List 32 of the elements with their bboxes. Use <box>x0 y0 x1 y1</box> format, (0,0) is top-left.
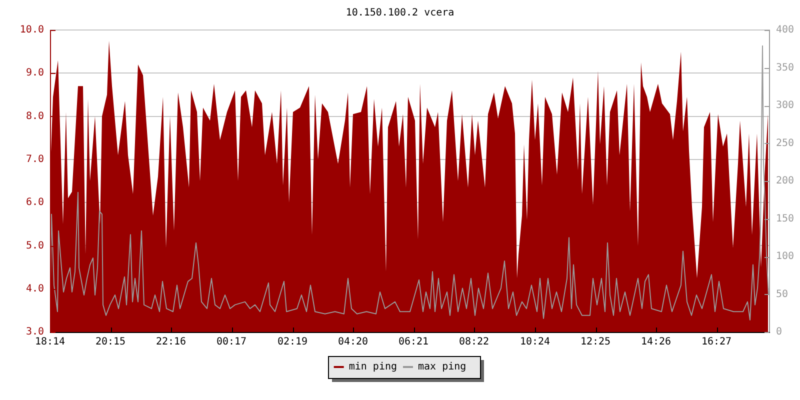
x-tick-label: 12:25 <box>580 336 611 348</box>
x-tick-label: 02:19 <box>277 336 308 348</box>
y-tick-label: 6.0 <box>26 197 44 208</box>
x-tick-label: 10:24 <box>520 336 550 348</box>
y-tick-label: 3.0 <box>26 326 44 338</box>
y2-tick-label: 50 <box>776 288 788 300</box>
x-tick-label: 16:27 <box>701 336 732 348</box>
y2-tick-label: 200 <box>776 176 794 187</box>
x-tick-label: 20:15 <box>95 336 126 348</box>
y-tick-label: 10.0 <box>20 24 44 36</box>
y-tick-label: 5.0 <box>26 240 44 252</box>
y2-tick-label: 150 <box>776 213 794 224</box>
x-tick-label: 18:14 <box>34 336 66 348</box>
y-tick-label: 8.0 <box>26 110 44 122</box>
y-tick-label: 7.0 <box>26 154 44 166</box>
y2-tick-label: 350 <box>776 62 794 74</box>
y2-tick-label: 250 <box>776 138 794 149</box>
x-tick-label: 00:17 <box>216 336 247 348</box>
legend-label: min ping <box>348 362 398 373</box>
y2-tick-label: 100 <box>776 251 794 262</box>
x-tick-label: 06:21 <box>398 336 429 348</box>
y2-tick-label: 300 <box>776 100 794 112</box>
x-tick-label: 08:22 <box>458 336 490 348</box>
x-tick-label: 04:20 <box>338 336 368 348</box>
y-tick-label: 9.0 <box>26 68 44 79</box>
y2-tick-label: 0 <box>776 326 782 338</box>
legend-label: max ping <box>418 362 466 373</box>
chart-title: 10.150.100.2 vcera <box>346 8 454 19</box>
x-tick-label: 14:26 <box>640 336 672 348</box>
y-tick-label: 4.0 <box>26 283 44 294</box>
x-tick-label: 22:16 <box>156 336 186 348</box>
y2-tick-label: 400 <box>776 24 794 36</box>
